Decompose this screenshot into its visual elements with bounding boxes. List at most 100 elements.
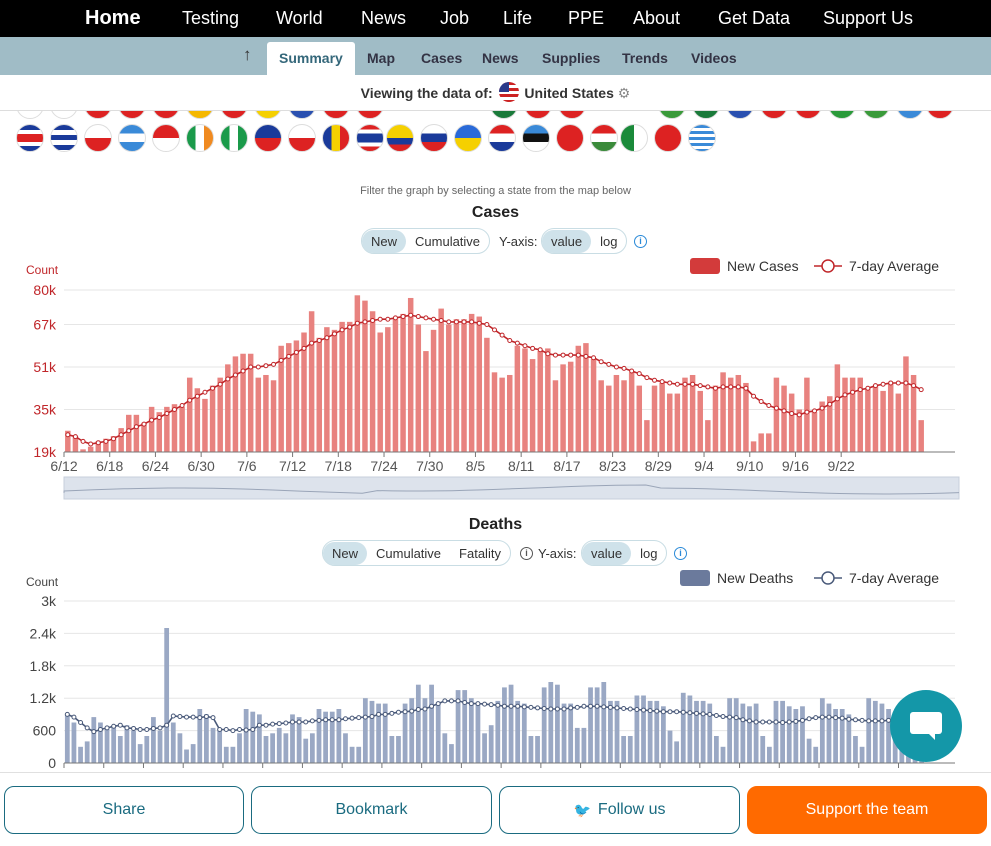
info-icon[interactable]: i: [674, 547, 687, 560]
average-point: [301, 345, 307, 351]
country-flag-icon[interactable]: [50, 111, 78, 119]
country-flag-icon[interactable]: [84, 111, 112, 119]
chat-button[interactable]: [890, 690, 962, 762]
tab-news[interactable]: News: [482, 50, 519, 66]
nav-item-world[interactable]: World: [276, 8, 323, 28]
bar: [887, 382, 894, 452]
country-flag-icon[interactable]: [322, 124, 350, 152]
deaths-value-button[interactable]: value: [582, 541, 632, 565]
country-flag-icon[interactable]: [454, 124, 482, 152]
deaths-cumulative-button[interactable]: Cumulative: [376, 545, 442, 561]
country-flag-icon[interactable]: [558, 111, 586, 119]
country-flag-icon[interactable]: [254, 111, 282, 119]
country-flag-icon[interactable]: [386, 124, 414, 152]
tab-cases[interactable]: Cases: [421, 50, 463, 66]
bar: [636, 385, 643, 452]
average-point: [659, 379, 665, 385]
country-flag-icon[interactable]: [692, 111, 720, 119]
bar: [209, 385, 216, 452]
bar: [409, 698, 415, 763]
country-flag-icon[interactable]: [556, 124, 584, 152]
average-point: [799, 717, 805, 723]
deaths-log-button[interactable]: log: [640, 545, 658, 561]
nav-item-testing[interactable]: Testing: [182, 8, 240, 28]
country-flag-icon[interactable]: [490, 111, 518, 119]
country-flag-icon[interactable]: [654, 124, 682, 152]
country-flag-icon[interactable]: [254, 124, 282, 152]
nav-item-life[interactable]: Life: [503, 8, 533, 28]
country-flag-icon[interactable]: [186, 124, 214, 152]
country-flag-icon[interactable]: [420, 124, 448, 152]
deaths-fatality-button[interactable]: Fatality: [459, 545, 501, 561]
country-flag-icon[interactable]: [84, 124, 112, 152]
cases-log-button[interactable]: log: [600, 233, 618, 249]
country-flag-icon[interactable]: [760, 111, 788, 119]
country-flag-icon[interactable]: [16, 111, 44, 119]
nav-item-news[interactable]: News: [361, 8, 407, 28]
country-flag-icon[interactable]: [524, 111, 552, 119]
fatality-info-icon[interactable]: i: [520, 547, 533, 560]
country-flag-icon[interactable]: [152, 124, 180, 152]
bookmark-button[interactable]: Bookmark: [251, 786, 492, 834]
country-flag-icon[interactable]: [356, 124, 384, 152]
tab-summary[interactable]: Summary: [267, 42, 355, 75]
country-flag-icon[interactable]: [522, 124, 550, 152]
cases-value-button[interactable]: value: [542, 229, 592, 253]
country-flag-icon[interactable]: [288, 124, 316, 152]
share-button[interactable]: Share: [4, 786, 244, 834]
country-flag-icon[interactable]: [658, 111, 686, 119]
country-flag-icon[interactable]: [152, 111, 180, 119]
nav-home[interactable]: Home: [85, 7, 141, 29]
deaths-new-button[interactable]: New: [323, 541, 368, 565]
tab-map[interactable]: Map: [367, 50, 395, 66]
country-flag-icon[interactable]: [118, 111, 146, 119]
bar: [773, 700, 779, 763]
country-flag-icon[interactable]: [356, 111, 384, 119]
average-point: [141, 421, 147, 427]
bar: [247, 353, 254, 452]
country-flag-icon[interactable]: [926, 111, 954, 119]
bar: [811, 412, 818, 452]
country-flag-icon[interactable]: [322, 111, 350, 119]
nav-item-job[interactable]: Job: [440, 8, 470, 28]
bar: [323, 711, 328, 763]
cases-cumulative-button[interactable]: Cumulative: [415, 233, 481, 249]
up-arrow-icon[interactable]: ↑: [243, 45, 252, 64]
viewing-country-name[interactable]: United States: [524, 85, 614, 101]
support-team-button[interactable]: Support the team: [747, 786, 987, 834]
average-point: [627, 706, 633, 712]
tab-trends[interactable]: Trends: [622, 50, 668, 66]
cases-new-button[interactable]: New: [362, 229, 407, 253]
average-point: [865, 385, 871, 391]
tab-supplies[interactable]: Supplies: [542, 50, 601, 66]
country-flag-icon[interactable]: [620, 124, 648, 152]
country-flag-icon[interactable]: [828, 111, 856, 119]
country-flag-icon[interactable]: [288, 111, 316, 119]
tab-videos[interactable]: Videos: [691, 50, 737, 66]
nav-item-about[interactable]: About: [633, 8, 681, 28]
nav-item-ppe[interactable]: PPE: [568, 8, 605, 28]
bar: [343, 733, 348, 763]
country-flag-icon[interactable]: [794, 111, 822, 119]
country-flag-icon[interactable]: [50, 124, 78, 152]
deaths-mode-toggle: New Cumulative Fatality: [322, 540, 511, 566]
country-flag-icon[interactable]: [186, 111, 214, 119]
average-point: [256, 722, 262, 728]
country-flag-icon[interactable]: [220, 111, 248, 119]
nav-item-support-us[interactable]: Support Us: [823, 8, 914, 28]
country-flag-icon[interactable]: [16, 124, 44, 152]
follow-us-button[interactable]: 🐦 Follow us: [499, 786, 740, 834]
bar: [484, 337, 490, 452]
country-flag-icon[interactable]: [118, 124, 146, 152]
info-icon[interactable]: i: [634, 235, 647, 248]
country-flag-icon[interactable]: [896, 111, 924, 119]
country-flag-icon[interactable]: [220, 124, 248, 152]
bar: [290, 714, 295, 763]
gear-icon[interactable]: ⚙: [617, 85, 631, 101]
country-flag-icon[interactable]: [688, 124, 716, 152]
country-flag-icon[interactable]: [726, 111, 754, 119]
country-flag-icon[interactable]: [862, 111, 890, 119]
nav-item-get-data[interactable]: Get Data: [718, 8, 791, 28]
country-flag-icon[interactable]: [590, 124, 618, 152]
country-flag-icon[interactable]: [488, 124, 516, 152]
